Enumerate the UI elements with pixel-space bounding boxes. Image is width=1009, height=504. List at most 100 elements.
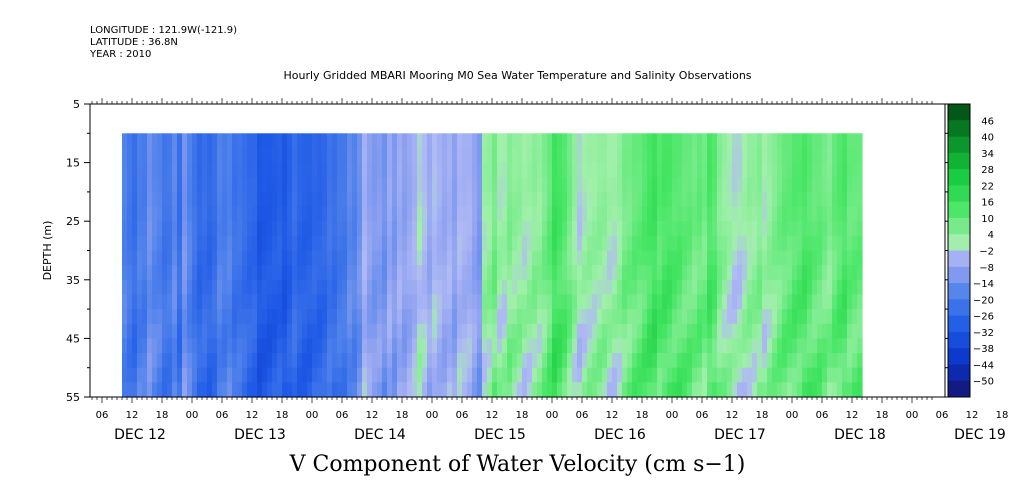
heatmap-cell [822, 309, 828, 325]
heatmap-cell [162, 279, 168, 296]
colorbar-label: −50 [973, 377, 994, 388]
heatmap-cell [852, 338, 858, 354]
heatmap-cell [547, 133, 553, 149]
heatmap-cell [592, 235, 598, 252]
heatmap-cell [412, 265, 418, 281]
heatmap-cell [637, 162, 643, 178]
heatmap-cell [317, 367, 323, 383]
heatmap-cell [317, 177, 323, 193]
heatmap-cell [122, 367, 128, 383]
heatmap-cell [207, 177, 213, 193]
heatmap-cell [752, 221, 758, 237]
heatmap-cell [337, 367, 343, 383]
heatmap-cell [257, 147, 263, 164]
heatmap-cell [227, 235, 233, 252]
heatmap-cell [627, 133, 633, 149]
heatmap-cell [772, 294, 778, 310]
heatmap-cell [562, 191, 568, 208]
heatmap-cell [697, 235, 703, 252]
heatmap-cell [817, 323, 823, 339]
heatmap-cell [622, 191, 628, 208]
heatmap-cell [392, 177, 398, 193]
heatmap-cell [822, 367, 828, 383]
heatmap-cell [287, 323, 293, 339]
heatmap-cell [202, 367, 208, 383]
heatmap-cell [682, 162, 688, 178]
heatmap-cell [622, 353, 628, 369]
heatmap-cell [787, 235, 793, 252]
heatmap-cell [707, 177, 713, 193]
heatmap-cell [287, 279, 293, 296]
heatmap-cell [532, 309, 538, 325]
heatmap-cell [737, 191, 743, 208]
colorbar-swatch [948, 348, 970, 365]
heatmap-cell [712, 382, 718, 398]
heatmap-cell [562, 279, 568, 296]
heatmap-cell [822, 162, 828, 178]
heatmap-cell [582, 382, 588, 398]
heatmap-cell [122, 206, 128, 222]
heatmap-cell [187, 235, 193, 252]
heatmap-cell [322, 235, 328, 252]
heatmap-cell [847, 147, 853, 164]
heatmap-cell [567, 323, 573, 339]
heatmap-cell [252, 265, 258, 281]
heatmap-cell [397, 294, 403, 310]
heatmap-cell [487, 367, 493, 383]
heatmap-cell [672, 323, 678, 339]
heatmap-cell [852, 279, 858, 296]
heatmap-cell [132, 338, 138, 354]
heatmap-cell [187, 177, 193, 193]
heatmap-cell [247, 221, 253, 237]
heatmap-cell [132, 309, 138, 325]
heatmap-cell [292, 382, 298, 398]
colorbar-swatch [948, 136, 970, 154]
heatmap-cell [292, 250, 298, 266]
heatmap-cell [212, 294, 218, 310]
heatmap-cell [592, 382, 598, 398]
heatmap-cell [712, 250, 718, 266]
heatmap-cell [742, 206, 748, 222]
heatmap-cell [252, 382, 258, 398]
heatmap-cell [472, 206, 478, 222]
heatmap-cell [682, 221, 688, 237]
heatmap-cell [617, 191, 623, 208]
heatmap-cell [732, 250, 738, 266]
heatmap-cell [222, 353, 228, 369]
heatmap-cell [592, 353, 598, 369]
heatmap-cell [727, 221, 733, 237]
heatmap-cell [547, 279, 553, 296]
heatmap-cell [347, 206, 353, 222]
heatmap-cell [542, 221, 548, 237]
heatmap-cell [392, 206, 398, 222]
heatmap-cell [842, 323, 848, 339]
heatmap-cell [647, 353, 653, 369]
heatmap-cell [172, 133, 178, 149]
heatmap-cell [577, 235, 583, 252]
heatmap-cell [217, 177, 223, 193]
heatmap-cell [307, 221, 313, 237]
heatmap-cell [647, 206, 653, 222]
heatmap-cell [347, 133, 353, 149]
x-hour-label: 18 [876, 410, 889, 421]
heatmap-cell [382, 265, 388, 281]
heatmap-cell [467, 162, 473, 178]
heatmap-cell [287, 235, 293, 252]
heatmap-cell [607, 279, 613, 296]
heatmap-cell [637, 309, 643, 325]
heatmap-cell [387, 177, 393, 193]
heatmap-cell [197, 294, 203, 310]
heatmap-cell [837, 338, 843, 354]
x-hour-label: 00 [186, 410, 199, 421]
heatmap-cell [812, 147, 818, 164]
heatmap-cell [422, 191, 428, 208]
heatmap-cell [677, 191, 683, 208]
x-axis-title: V Component of Water Velocity (cm s−1) [289, 452, 746, 477]
heatmap-cell [727, 265, 733, 281]
heatmap-cell [367, 221, 373, 237]
heatmap-cell [417, 191, 423, 208]
heatmap-cell [687, 323, 693, 339]
heatmap-cell [772, 221, 778, 237]
heatmap-cell [742, 133, 748, 149]
heatmap-cell [322, 250, 328, 266]
